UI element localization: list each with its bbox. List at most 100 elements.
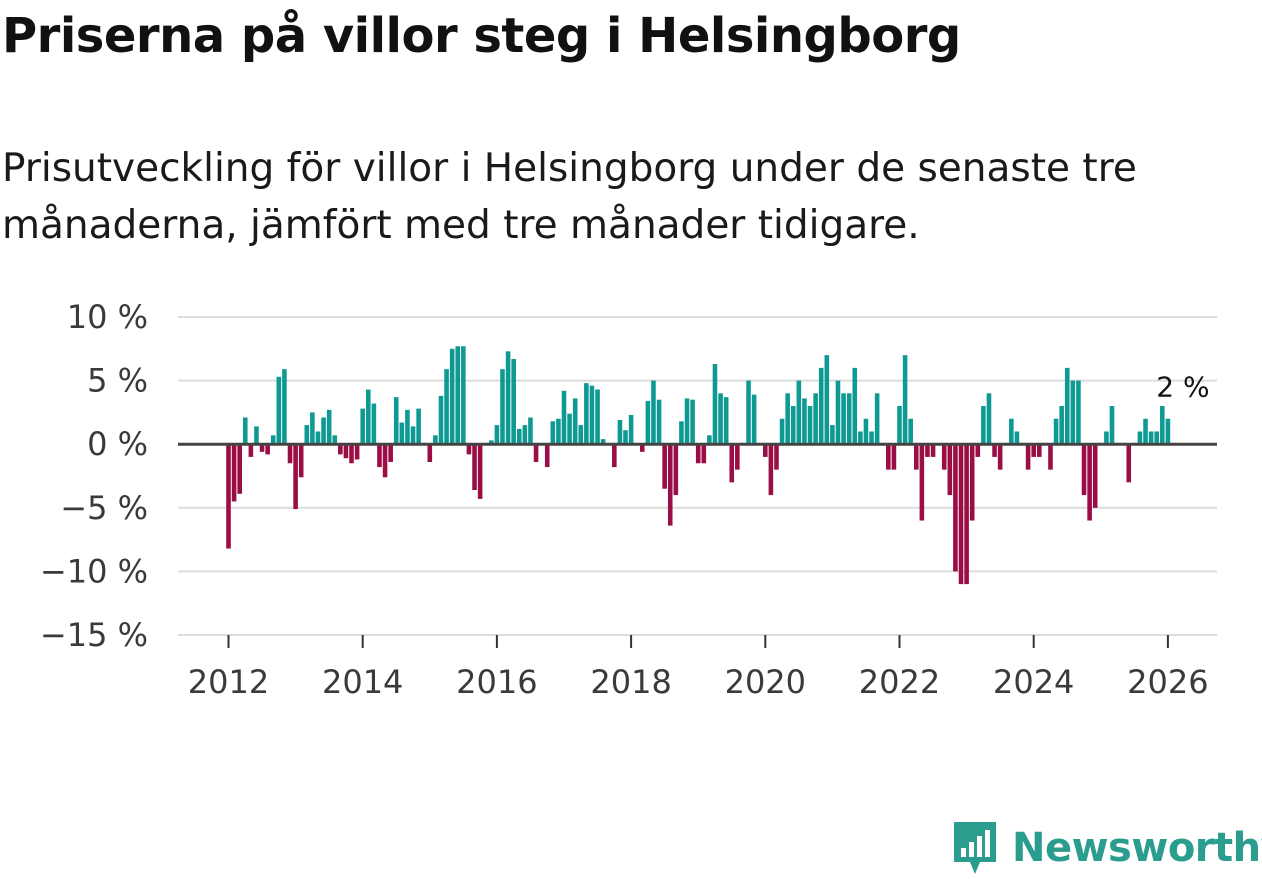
bar [958,444,964,585]
bar [941,444,947,470]
bar [416,408,421,445]
bars [226,346,1171,585]
bar [908,418,913,445]
bar [528,417,533,445]
bar [662,444,667,489]
bar [310,412,315,445]
bar [315,431,321,445]
bar [444,369,449,445]
bar [651,380,656,445]
bar [891,444,897,470]
bar [863,418,869,445]
bar [869,431,874,445]
bar [673,444,679,496]
bar [343,444,349,459]
x-tick-label: 2024 [993,663,1074,701]
bar [953,444,958,572]
bar [1104,431,1109,445]
bar [684,398,690,445]
bar [701,444,707,464]
bar [913,444,919,470]
bar [259,444,265,452]
chart-subtitle: Prisutveckling för villor i Helsingborg … [2,146,1137,248]
x-tick-label: 2026 [1127,663,1208,701]
bar [360,408,365,445]
bar [1076,380,1081,445]
bar [925,444,930,457]
bar [1009,418,1014,445]
bar [332,435,338,445]
bar [1031,444,1036,457]
brand-name: Newsworthy [1012,825,1262,871]
bar [1109,406,1115,445]
bar [785,393,790,445]
bar [645,400,651,445]
bar [964,444,969,585]
x-tick-label: 2018 [590,663,671,701]
bar [505,351,511,445]
bar [399,422,405,445]
bar [774,444,779,470]
bar [1048,444,1053,470]
bar [455,346,461,445]
bar [986,393,992,445]
bar [561,390,567,445]
bar [595,389,600,445]
bar [707,435,712,445]
newsworthy-logo-icon [954,822,996,874]
y-tick-label: 10 % [67,298,148,336]
bar [975,444,981,457]
latest-value-label: 2 % [1156,371,1209,404]
bar [723,397,729,445]
bar [321,417,326,445]
bar [248,444,254,457]
bar [830,425,835,445]
x-tick-label: 2022 [859,663,940,701]
bar [947,444,953,496]
bar [427,444,433,463]
bar [377,444,382,468]
bar [433,435,438,445]
bar [270,435,276,445]
bar [1014,431,1020,445]
bar [768,444,774,496]
bar [802,398,807,445]
bar [226,444,231,549]
bar [1143,418,1148,445]
bar [1070,380,1076,445]
bar [751,394,757,445]
bar [1160,406,1165,445]
bar [466,444,472,455]
bar [639,444,645,452]
bar [410,426,416,445]
bar [841,393,846,445]
bar [489,440,494,445]
y-tick-label: 0 % [87,425,148,463]
bar [254,426,259,445]
bar [1165,418,1171,445]
bar [231,444,237,502]
bar [746,380,751,445]
bar [667,444,673,526]
bar [656,399,662,445]
bar [735,444,740,470]
bar [556,418,561,445]
bar [405,409,410,445]
bar [461,346,466,445]
bar [449,348,455,445]
bar [690,399,695,445]
bar [617,420,623,445]
bar [522,425,528,445]
bar [472,444,477,490]
bar-chart: 10 %5 %0 %−5 %−10 %−15 % 2012 2014 2016 201… [40,298,1217,701]
bar [790,406,796,445]
bar [846,393,852,445]
bar [695,444,701,464]
bar [1081,444,1087,496]
bar [1154,431,1160,445]
gridlines [178,316,1217,636]
bar [382,444,388,478]
bar [919,444,925,521]
bar [779,418,785,445]
bar [1053,418,1059,445]
